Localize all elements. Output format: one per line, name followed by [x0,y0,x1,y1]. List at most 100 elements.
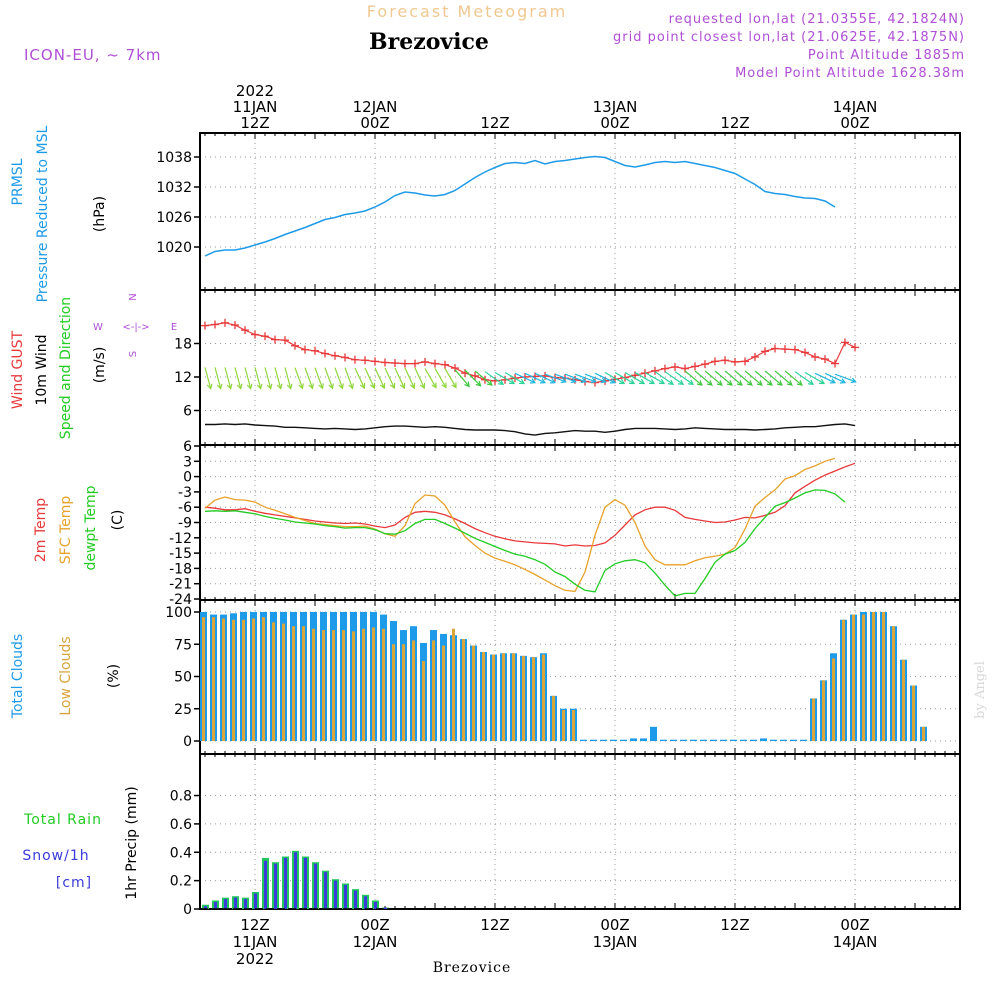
wind-arrow [524,372,546,384]
y-tick-label: 1026 [156,210,192,226]
wind-direction-label: Speed and Direction [58,297,74,439]
compass-w: W [93,322,103,333]
bottom-time-label: 11JAN [233,933,278,951]
wind-arrow [304,367,314,389]
wind-arrow-head [649,378,656,385]
y-tick-label: 1038 [156,150,192,166]
wind-arrow [804,371,825,385]
low-cloud-bar [362,628,365,741]
low-cloud-bar [912,685,915,741]
wind-arrow [484,371,504,385]
low-cloud-bar [812,698,815,741]
model-label: ICON-EU, ~ 7km [24,46,162,64]
wind-arrow [704,370,723,386]
wind-arrow-head [549,378,557,384]
wind-arrow [814,372,836,384]
wind-arrow [434,368,447,388]
total-cloud-bar [600,739,607,741]
snow-bar [224,899,227,909]
wind-arrow-head [298,383,304,390]
wind-arrow-head [256,383,263,390]
pressure-unit: (hPa) [92,196,108,232]
low-cloud-bar [542,654,545,741]
wind-arrow [474,370,493,386]
low-cloud-bar [552,695,555,741]
location-title: Brezovice [369,29,489,55]
wind-arrow-head [609,378,617,384]
wind-arrow [464,369,481,387]
top-time-label: 11JAN [233,98,278,116]
wind-arrow [424,368,437,388]
y-tick-label: 1020 [156,240,192,256]
requested-point: requested lon,lat (21.0355E, 42.1824N) [669,12,965,27]
wind-arrow [734,370,753,386]
dewpoint-label: dewpt Temp [83,485,99,570]
bottom-time-label: 14JAN [833,933,878,951]
total-cloud-bar [670,739,677,741]
y-tick-label: 0 [183,902,192,918]
wind-arrow-head [667,379,675,386]
y-tick-label: 0 [183,470,192,486]
y-tick-label: -9 [178,516,192,532]
wind-arrow-head [756,380,763,386]
wind-arrow-head [464,381,470,388]
total-cloud-bar [790,739,797,741]
model-altitude: Model Point Altitude 1628.38m [735,66,965,81]
wind-arrow-head [746,380,753,386]
footer-location: Brezovice [433,960,512,976]
y-tick-label: 0.8 [170,789,192,805]
wind-arrow [684,370,703,386]
wind-arrow [774,370,793,386]
low-cloud-bar [492,654,495,741]
wind-arrow-head [246,383,253,390]
wind-unit: (m/s) [92,347,108,384]
wind-arrow-head [539,378,547,384]
wind-arrow-head [850,377,857,384]
wind-arrow-head [486,380,493,386]
wind-arrow-head [399,382,406,390]
wind-arrow-head [497,379,505,386]
low-cloud-bar [452,628,455,741]
wind-arrow-head [639,378,646,385]
wind-arrow-head [389,382,396,390]
wind-arrow [504,371,525,385]
y-tick-label: 12 [174,370,192,386]
wind-arrow-head [338,383,344,390]
wind-arrow [824,372,846,384]
total-cloud-bar [760,738,767,741]
wind-arrow-head [766,380,773,386]
low-cloud-bar [892,626,895,741]
wind-arrow [724,370,743,386]
wind-arrow-head [308,383,314,390]
total-cloud-bar [690,739,697,741]
compass-arrows: <-|-> [122,322,149,333]
wind-arrow [614,371,635,385]
bottom-time-label: 00Z [600,916,629,934]
wind-arrow-head [677,379,685,386]
total-cloud-bar [630,738,637,741]
wind-arrow-head [839,378,847,384]
snow-bar [234,897,237,909]
wind-arrow-head [519,378,526,385]
wind-arrow [514,372,536,384]
low-cloud-bar [262,617,265,741]
wind-arrow-head [580,377,587,384]
bottom-time-label: 00Z [840,916,869,934]
wind-arrow-head [409,382,416,390]
low-cloud-bar [252,618,255,741]
wind-arrow [624,371,645,385]
low-cloud-bar [322,630,325,741]
compass-rose: N S W E <-|-> [93,293,177,357]
compass-n: N [128,293,139,300]
wind-arrow [364,367,375,389]
top-time-label: 12Z [240,114,269,132]
wind-panel: 6 12 18 [174,289,961,446]
low-cloud-bar [432,640,435,741]
low-cloud-bar [202,617,205,741]
wind-arrow [204,367,212,389]
total-cloud-bar [740,739,747,741]
snow-bar [204,906,207,909]
total-cloud-bar [620,739,627,741]
